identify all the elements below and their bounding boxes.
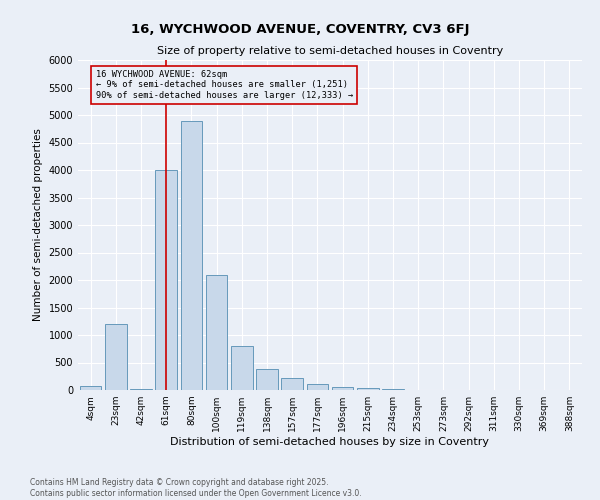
Bar (281, 378, 303, 390)
Bar (80, 386, 101, 390)
Bar (206, 274, 227, 390)
Bar (105, 324, 127, 390)
Bar (256, 370, 278, 390)
Bar (332, 387, 353, 390)
Bar (231, 346, 253, 390)
Title: Size of property relative to semi-detached houses in Coventry: Size of property relative to semi-detach… (157, 46, 503, 56)
Bar (181, 120, 202, 390)
Bar (155, 170, 177, 390)
Text: 16 WYCHWOOD AVENUE: 62sqm
← 9% of semi-detached houses are smaller (1,251)
90% o: 16 WYCHWOOD AVENUE: 62sqm ← 9% of semi-d… (95, 70, 353, 100)
Text: Contains HM Land Registry data © Crown copyright and database right 2025.
Contai: Contains HM Land Registry data © Crown c… (30, 478, 362, 498)
Bar (382, 389, 404, 390)
Text: 16, WYCHWOOD AVENUE, COVENTRY, CV3 6FJ: 16, WYCHWOOD AVENUE, COVENTRY, CV3 6FJ (131, 22, 469, 36)
X-axis label: Distribution of semi-detached houses by size in Coventry: Distribution of semi-detached houses by … (170, 437, 490, 447)
Y-axis label: Number of semi-detached properties: Number of semi-detached properties (33, 128, 43, 322)
Bar (307, 384, 328, 390)
Bar (357, 388, 379, 390)
